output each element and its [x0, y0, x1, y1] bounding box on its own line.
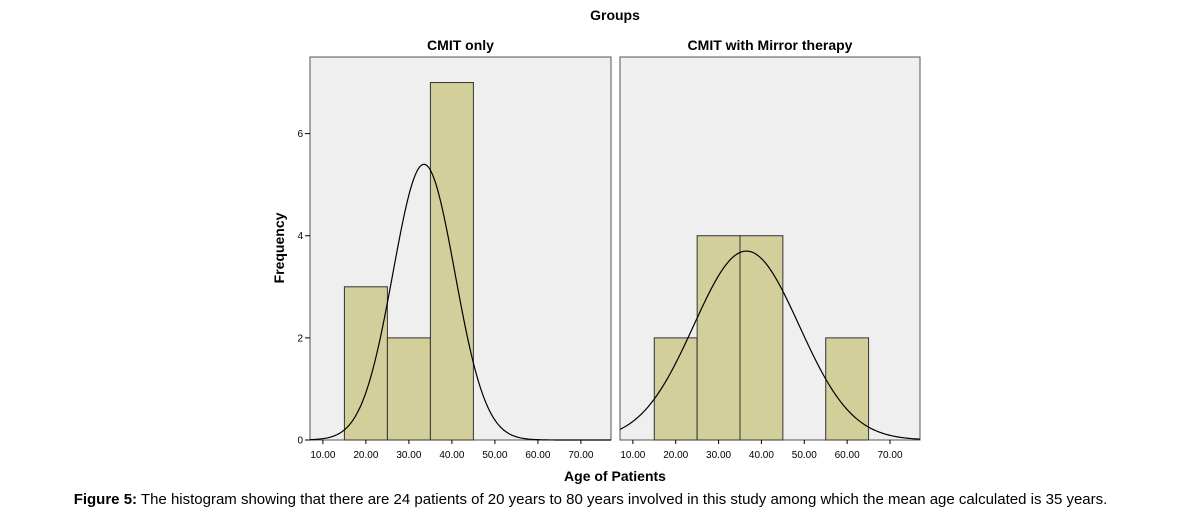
- x-tick-label: 60.00: [835, 450, 860, 461]
- histogram-bar: [825, 337, 870, 441]
- chart-title: Groups: [590, 7, 640, 23]
- x-tick-label: 50.00: [482, 450, 507, 461]
- x-tick-label: 10.00: [310, 450, 335, 461]
- panel-title: CMIT only: [427, 37, 494, 53]
- panels-group: CMIT only 10.00 20.00 30.00 40.00 50.00 60.00 7…: [297, 37, 921, 461]
- panel-title: CMIT with Mirror therapy: [688, 37, 853, 53]
- caption-label: Figure 5:: [73, 491, 138, 508]
- y-tick-label: 2: [297, 333, 303, 344]
- x-tick-label: 10.00: [620, 450, 645, 461]
- histogram-chart: Groups Frequency Age of Patients CMIT on…: [271, 7, 921, 484]
- x-tick-label: 20.00: [353, 450, 378, 461]
- x-tick-label: 30.00: [396, 450, 421, 461]
- x-tick-label: 50.00: [792, 450, 817, 461]
- x-tick-label: 40.00: [439, 450, 464, 461]
- histogram-bar: [343, 286, 388, 441]
- histogram-bar: [386, 337, 431, 441]
- caption-text: The histogram showing that there are 24 …: [137, 491, 1108, 508]
- y-axis-label: Frequency: [271, 212, 287, 283]
- normal-curve: [309, 163, 611, 441]
- x-tick-label: 60.00: [525, 450, 550, 461]
- figure-caption: Figure 5: The histogram showing that the…: [0, 491, 1181, 508]
- histogram-bar: [739, 235, 784, 441]
- y-tick-label: 4: [297, 231, 303, 242]
- x-axis-label: Age of Patients: [564, 468, 666, 484]
- y-tick-label: 0: [297, 436, 303, 447]
- histogram-bar: [696, 235, 741, 441]
- x-tick-label: 70.00: [877, 450, 902, 461]
- x-tick-label: 20.00: [663, 450, 688, 461]
- y-tick-label: 6: [297, 129, 303, 140]
- normal-curve: [619, 250, 921, 440]
- x-tick-label: 70.00: [568, 450, 593, 461]
- histogram-bar: [429, 82, 474, 441]
- x-tick-label: 40.00: [749, 450, 774, 461]
- x-tick-label: 30.00: [706, 450, 731, 461]
